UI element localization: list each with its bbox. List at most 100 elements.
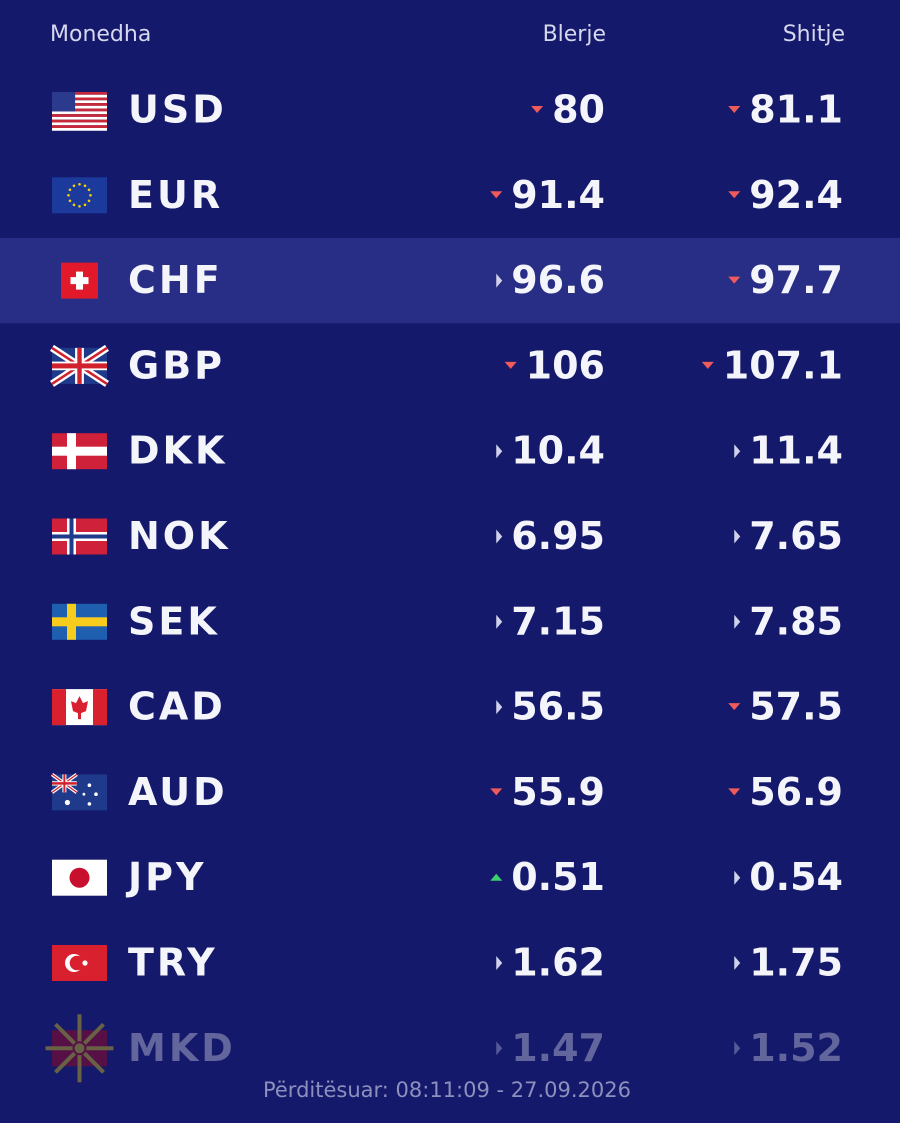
currency-row: NOK 6.95 7.65 bbox=[52, 514, 843, 558]
buy-rate: 7.15 bbox=[511, 599, 605, 643]
flag-part bbox=[83, 203, 87, 207]
flag-part bbox=[64, 799, 70, 806]
sell-rate: 11.4 bbox=[749, 429, 843, 473]
flag-part bbox=[52, 92, 76, 112]
trend-arrow-flat bbox=[734, 1041, 741, 1056]
sell-rate: 7.85 bbox=[749, 599, 843, 643]
flag-part bbox=[69, 955, 85, 971]
flag bbox=[52, 177, 107, 214]
trend-arrow-flat bbox=[496, 529, 503, 544]
flag-part bbox=[52, 119, 107, 123]
trend-arrow-flat bbox=[734, 956, 741, 970]
flag-part bbox=[52, 125, 107, 128]
currency-row: AUD 55.9 56.9 bbox=[50, 770, 843, 814]
trend-arrow-down bbox=[531, 106, 544, 113]
currency-code: GBP bbox=[128, 343, 225, 387]
buy-rate: 91.4 bbox=[511, 173, 605, 217]
trend-arrow-down bbox=[728, 191, 741, 199]
flag-part bbox=[87, 802, 92, 806]
buy-rate: 56.5 bbox=[511, 685, 605, 729]
flag bbox=[45, 1014, 114, 1083]
flag bbox=[52, 518, 107, 555]
flag-part bbox=[72, 184, 76, 188]
currency-row: TRY 1.62 1.75 bbox=[52, 941, 843, 985]
buy-rate: 55.9 bbox=[511, 770, 605, 814]
flag-part bbox=[52, 617, 107, 627]
currency-code: EUR bbox=[128, 173, 223, 217]
flag bbox=[52, 859, 107, 896]
flag-part bbox=[52, 116, 107, 120]
currency-code: CHF bbox=[128, 258, 223, 302]
trend-arrow-flat bbox=[496, 273, 503, 288]
flag-part bbox=[52, 128, 107, 131]
flag-part bbox=[78, 183, 81, 186]
sell-rate: 107.1 bbox=[723, 343, 843, 387]
buy-rate: 0.51 bbox=[511, 855, 605, 899]
flag-part bbox=[78, 205, 81, 208]
flag-part bbox=[54, 1046, 81, 1074]
flag-part bbox=[78, 1022, 105, 1050]
sell-rate: 81.1 bbox=[749, 88, 843, 132]
sell-rate: 7.65 bbox=[749, 514, 843, 558]
flag-part bbox=[71, 696, 88, 720]
currency-code: NOK bbox=[128, 514, 231, 558]
trend-arrow-flat bbox=[734, 529, 741, 544]
sell-rate: 1.75 bbox=[749, 941, 843, 985]
sell-rate: 57.5 bbox=[749, 685, 843, 729]
buy-rate: 80 bbox=[552, 88, 605, 132]
flag-part bbox=[52, 103, 107, 106]
trend-arrow-down bbox=[701, 361, 714, 369]
flag bbox=[50, 344, 109, 387]
flag-part bbox=[70, 277, 89, 285]
flag-part bbox=[52, 94, 107, 98]
flag-part bbox=[52, 1030, 107, 1067]
currency-row: JPY 0.51 0.54 bbox=[52, 855, 843, 899]
flag-part bbox=[54, 1022, 81, 1050]
flag bbox=[61, 262, 98, 299]
flag-part bbox=[78, 1046, 105, 1074]
currency-row: CHF 96.6 97.7 bbox=[0, 237, 900, 324]
currency-code: CAD bbox=[128, 685, 226, 729]
trend-arrow-down bbox=[728, 106, 741, 113]
flag-part bbox=[94, 792, 98, 796]
sell-rate: 97.7 bbox=[749, 258, 843, 302]
currency-code: SEK bbox=[128, 599, 220, 643]
sell-rate: 0.54 bbox=[749, 855, 843, 899]
trend-arrow-flat bbox=[734, 870, 741, 885]
flag-part bbox=[52, 534, 107, 539]
sell-rate: 56.9 bbox=[749, 770, 843, 814]
flag bbox=[52, 433, 107, 470]
flag-part bbox=[89, 194, 92, 197]
currency-row: MKD 1.47 1.52 bbox=[45, 1014, 843, 1083]
flag-part bbox=[93, 689, 107, 726]
sell-rate: 92.4 bbox=[749, 173, 843, 217]
currency-code: AUD bbox=[128, 770, 228, 814]
currency-row: DKK 10.4 11.4 bbox=[52, 429, 843, 473]
currency-code: JPY bbox=[125, 855, 207, 899]
flag bbox=[50, 772, 107, 811]
flag-part bbox=[87, 199, 91, 203]
buy-rate: 1.62 bbox=[511, 941, 605, 985]
trend-arrow-flat bbox=[496, 614, 503, 629]
rows: USD 80 81.1 EUR 91.4 92.4 CHF 96.6 97.7 GBP 106 107… bbox=[0, 88, 900, 1083]
trend-arrow-up bbox=[490, 873, 503, 881]
flag-part bbox=[83, 184, 87, 188]
trend-arrow-flat bbox=[734, 614, 741, 629]
trend-arrow-down bbox=[728, 276, 741, 284]
flag-part bbox=[52, 122, 107, 126]
flag-part bbox=[52, 105, 107, 109]
currency-code: USD bbox=[128, 88, 227, 132]
header-buy: Blerje bbox=[543, 22, 606, 47]
flag-part bbox=[52, 446, 107, 456]
buy-rate: 10.4 bbox=[511, 429, 605, 473]
header-currency: Monedha bbox=[50, 22, 151, 47]
flag-part bbox=[72, 1041, 87, 1056]
flag-part bbox=[87, 188, 91, 192]
currency-row: SEK 7.15 7.85 bbox=[52, 599, 843, 643]
footer: Përditësuar: 08:11:09 - 27.09.2026 bbox=[263, 1078, 631, 1102]
flag bbox=[52, 603, 107, 640]
buy-rate: 6.95 bbox=[511, 514, 605, 558]
currency-row: EUR 91.4 92.4 bbox=[52, 173, 843, 217]
flag-part bbox=[72, 203, 76, 207]
flag-part bbox=[52, 782, 77, 785]
